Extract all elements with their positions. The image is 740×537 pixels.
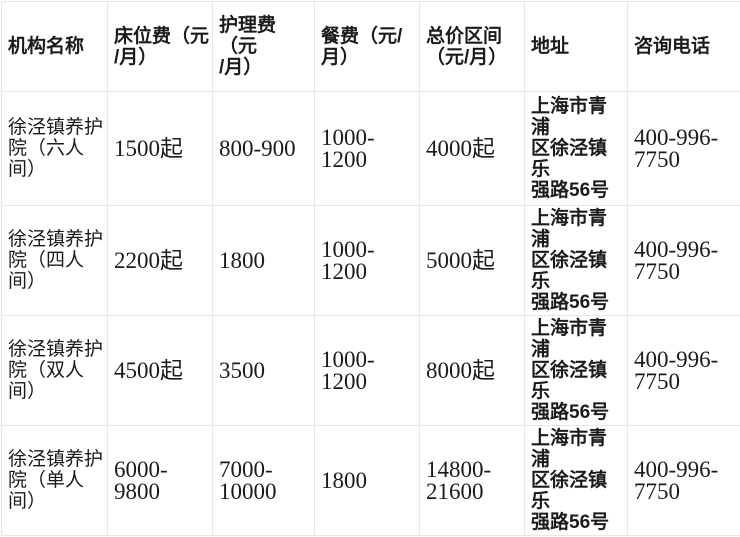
cell-nursing-fee: 3500 bbox=[212, 315, 315, 426]
col-header-phone: 咨询电话 bbox=[627, 1, 740, 92]
cell-total-price-range: 8000起 bbox=[419, 315, 525, 426]
cell-address: 上海市青浦 区徐泾镇乐 强路56号 bbox=[524, 425, 628, 536]
cell-total-price-range: 5000起 bbox=[419, 205, 525, 316]
col-header-bed-fee: 床位费（元 /月） bbox=[107, 1, 213, 92]
cell-institution-name: 徐泾镇养护 院（六人 间） bbox=[1, 91, 108, 206]
col-header-institution-name: 机构名称 bbox=[1, 1, 108, 92]
cell-meal-fee: 1000- 1200 bbox=[314, 315, 420, 426]
table-row: 徐泾镇养护 院（双人 间） 4500起 3500 1000- 1200 8000… bbox=[1, 315, 740, 426]
cell-phone: 400-996- 7750 bbox=[627, 425, 740, 536]
cell-phone: 400-996- 7750 bbox=[627, 205, 740, 316]
col-header-meal-fee: 餐费（元/ 月） bbox=[314, 1, 420, 92]
table-row: 徐泾镇养护 院（四人 间） 2200起 1800 1000- 1200 5000… bbox=[1, 205, 740, 316]
cell-total-price-range: 4000起 bbox=[419, 91, 525, 206]
cell-phone: 400-996- 7750 bbox=[627, 315, 740, 426]
cell-meal-fee: 1000- 1200 bbox=[314, 91, 420, 206]
cell-address: 上海市青浦 区徐泾镇乐 强路56号 bbox=[524, 315, 628, 426]
cell-institution-name: 徐泾镇养护 院（四人 间） bbox=[1, 205, 108, 316]
col-header-address: 地址 bbox=[524, 1, 628, 92]
cell-bed-fee: 2200起 bbox=[107, 205, 213, 316]
cell-nursing-fee: 7000- 10000 bbox=[212, 425, 315, 536]
table-row: 徐泾镇养护 院（六人 间） 1500起 800-900 1000- 1200 4… bbox=[1, 91, 740, 206]
cell-institution-name: 徐泾镇养护 院（双人 间） bbox=[1, 315, 108, 426]
cell-total-price-range: 14800- 21600 bbox=[419, 425, 525, 536]
cell-nursing-fee: 800-900 bbox=[212, 91, 315, 206]
cell-institution-name: 徐泾镇养护 院（单人 间） bbox=[1, 425, 108, 536]
cell-address: 上海市青浦 区徐泾镇乐 强路56号 bbox=[524, 91, 628, 206]
col-header-total-price-range: 总价区间 （元/月） bbox=[419, 1, 525, 92]
cell-phone: 400-996- 7750 bbox=[627, 91, 740, 206]
cell-nursing-fee: 1800 bbox=[212, 205, 315, 316]
cell-meal-fee: 1000- 1200 bbox=[314, 205, 420, 316]
cell-bed-fee: 1500起 bbox=[107, 91, 213, 206]
cell-address: 上海市青浦 区徐泾镇乐 强路56号 bbox=[524, 205, 628, 316]
cell-bed-fee: 4500起 bbox=[107, 315, 213, 426]
table-header-row: 机构名称 床位费（元 /月） 护理费（元 /月） 餐费（元/ 月） 总价区间 （… bbox=[1, 1, 740, 92]
cell-meal-fee: 1800 bbox=[314, 425, 420, 536]
col-header-nursing-fee: 护理费（元 /月） bbox=[212, 1, 315, 92]
cell-bed-fee: 6000- 9800 bbox=[107, 425, 213, 536]
table-row: 徐泾镇养护 院（单人 间） 6000- 9800 7000- 10000 180… bbox=[1, 425, 740, 536]
